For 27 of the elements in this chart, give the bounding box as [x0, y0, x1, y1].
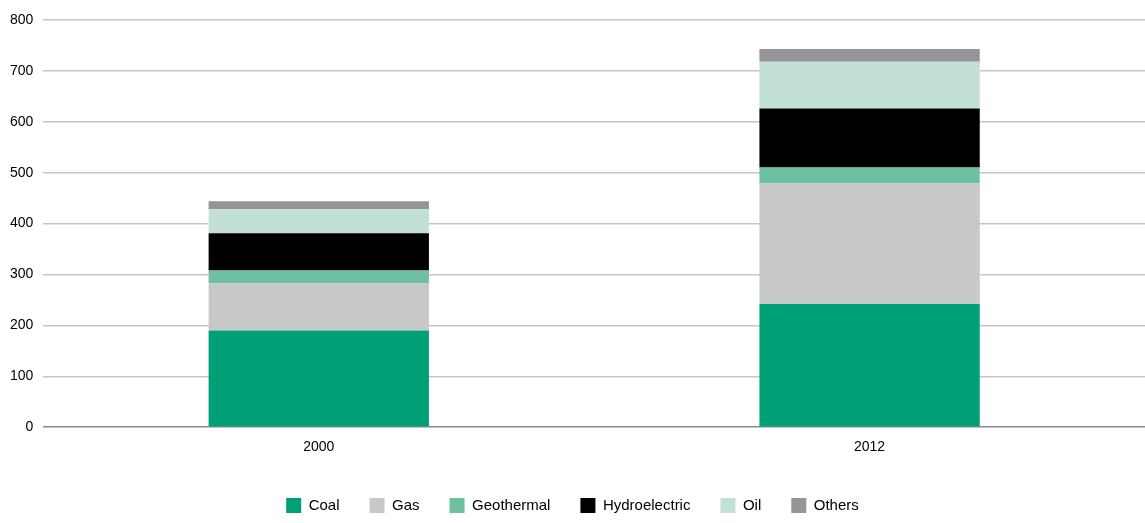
y-tick-label: 700: [10, 61, 34, 78]
y-tick-label: 0: [25, 418, 34, 435]
legend-label: Coal: [308, 495, 340, 513]
bar: [759, 108, 980, 168]
y-tick-label: 100: [10, 367, 34, 384]
y-tick-label: 400: [10, 214, 34, 231]
legend-label: Hydroelectric: [602, 495, 691, 513]
y-tick-label: 300: [10, 265, 34, 282]
y-tick-label: 600: [10, 112, 34, 129]
x-tick-label: 2000: [303, 438, 335, 455]
bar: [759, 49, 980, 62]
x-tick-label: 2012: [854, 438, 886, 455]
bar: [759, 61, 980, 109]
bar: [208, 209, 429, 234]
legend-label: Gas: [392, 495, 420, 513]
bar: [759, 304, 980, 427]
legend-label: Geothermal: [472, 495, 551, 513]
legend-label: Others: [813, 495, 859, 513]
y-tick-label: 500: [10, 163, 34, 180]
bar: [208, 270, 429, 284]
bar: [208, 233, 429, 271]
bar: [208, 201, 429, 210]
bar: [208, 330, 429, 427]
y-tick-label: 200: [10, 316, 34, 333]
bar: [759, 167, 980, 184]
y-tick-label: 800: [10, 10, 34, 27]
legend-label: Oil: [742, 495, 762, 513]
